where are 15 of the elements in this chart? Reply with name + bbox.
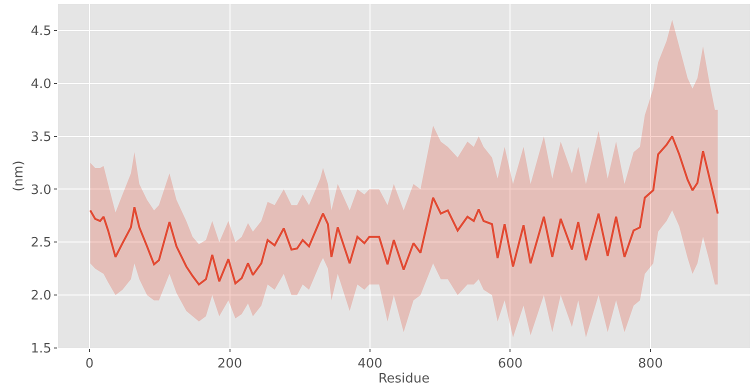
y-tick-label: 1.5 [30, 342, 52, 357]
x-tick-label: 400 [358, 356, 382, 372]
line-series [89, 135, 719, 286]
y-tick-label: 2.5 [30, 236, 52, 251]
x-axis-title: Residue [378, 372, 430, 387]
y-tick-label: 3.5 [30, 130, 52, 145]
y-tick-label: 4.0 [30, 76, 52, 92]
y-tick-label: 4.5 [30, 24, 52, 40]
y-tick-label: 2.0 [30, 288, 52, 304]
x-tick-label: 0 [85, 356, 94, 372]
y-tick-label: 3.0 [30, 182, 52, 198]
x-tick-label: 600 [498, 356, 523, 372]
x-tick-label: 200 [217, 356, 242, 372]
y-axis-title: (nm) [12, 160, 27, 192]
x-tick-label: 800 [638, 356, 663, 372]
